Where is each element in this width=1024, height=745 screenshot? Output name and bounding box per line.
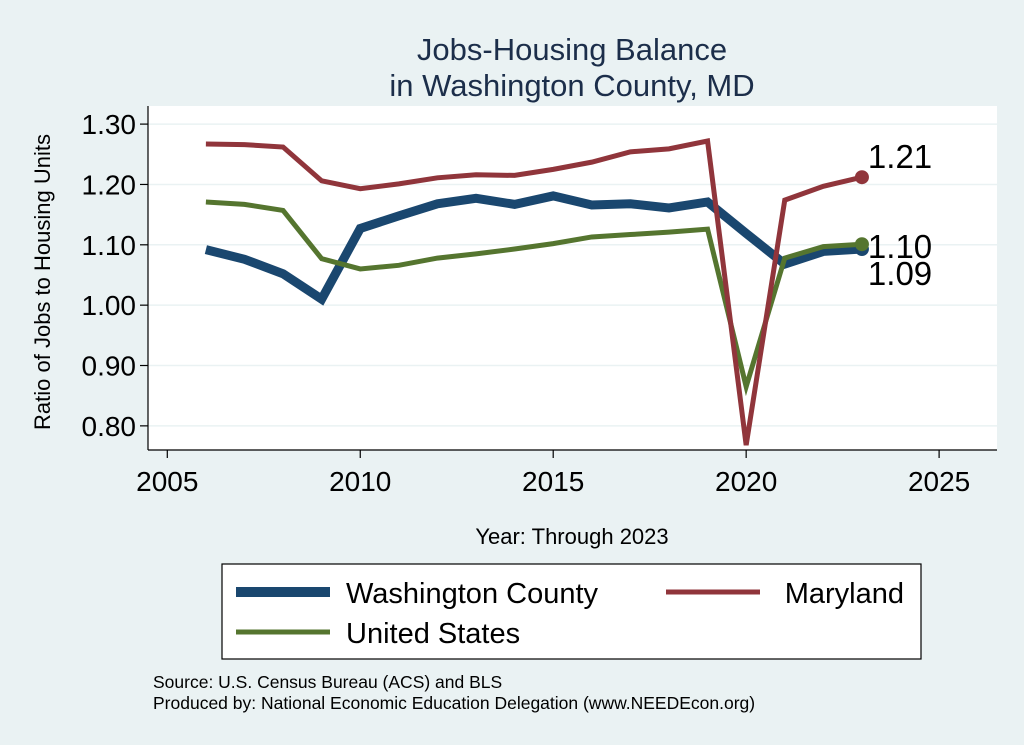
y-tick-label: 0.90 xyxy=(82,351,137,382)
legend-label-united-states: United States xyxy=(346,618,520,650)
series-line-maryland xyxy=(205,138,863,446)
y-tick-label: 1.10 xyxy=(82,230,137,261)
y-tick-label: 1.20 xyxy=(82,169,137,200)
end-labels: 1.09 1.21 1.10 xyxy=(868,138,932,292)
legend: Washington County Maryland United States xyxy=(221,563,922,660)
x-axis-ticks: 2005 2010 2015 2020 2025 xyxy=(136,450,970,497)
producer-note: Produced by: National Economic Education… xyxy=(153,693,755,713)
x-tick-label: 2020 xyxy=(715,466,777,497)
y-tick-label: 1.00 xyxy=(82,290,137,321)
legend-label-maryland: Maryland xyxy=(785,578,904,610)
y-tick-label: 1.30 xyxy=(82,109,137,140)
y-axis-ticks: 1.30 1.20 1.10 1.00 0.90 0.80 xyxy=(82,109,148,442)
chart-title-line-2: in Washington County, MD xyxy=(389,68,754,103)
end-point-maryland xyxy=(854,170,869,185)
end-label-united-states: 1.10 xyxy=(868,228,932,265)
legend-box xyxy=(221,563,922,660)
end-label-maryland: 1.21 xyxy=(868,138,932,175)
end-point-united-states xyxy=(854,237,869,252)
end-label-washington-county: 1.09 xyxy=(868,255,932,292)
source-note: Source: U.S. Census Bureau (ACS) and BLS xyxy=(153,672,502,692)
legend-label-washington-county: Washington County xyxy=(346,578,599,610)
x-tick-label: 2025 xyxy=(908,466,970,497)
grid xyxy=(148,123,997,427)
x-axis-label: Year: Through 2023 xyxy=(475,524,668,549)
series-lines xyxy=(204,138,869,446)
x-tick-label: 2015 xyxy=(522,466,584,497)
series-line-united-states xyxy=(205,199,863,397)
y-tick-label: 0.80 xyxy=(82,411,137,442)
y-axis-label: Ratio of Jobs to Housing Units xyxy=(30,134,55,430)
chart-title-line-1: Jobs-Housing Balance xyxy=(417,32,727,67)
x-tick-label: 2005 xyxy=(136,466,198,497)
series-line-washington-county xyxy=(204,191,863,306)
x-tick-label: 2010 xyxy=(329,466,391,497)
